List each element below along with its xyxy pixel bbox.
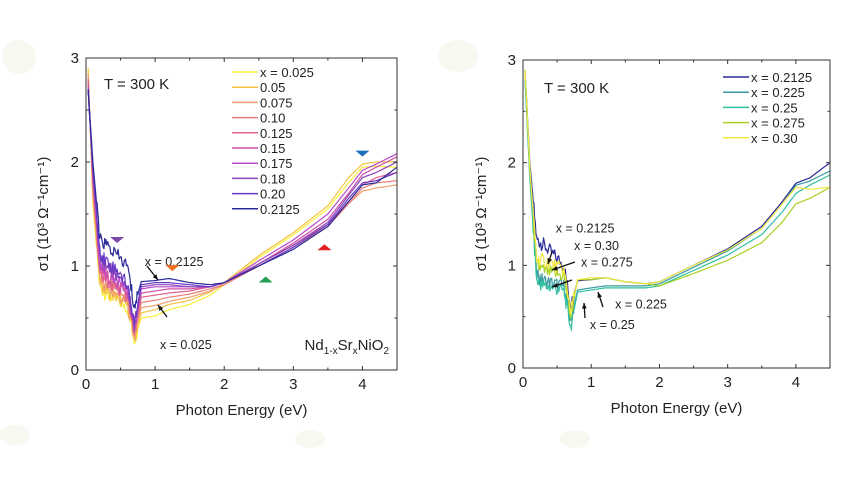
arrow-head — [582, 303, 587, 309]
curve-annotation: x = 0.2125 — [145, 255, 204, 269]
y-tick-label: 0 — [508, 360, 516, 377]
y-tick-label: 2 — [71, 154, 79, 171]
compound-label: Nd1-xSrxNiO2 — [305, 337, 390, 357]
curve-annotation: x = 0.25 — [590, 318, 635, 332]
arrow-head — [152, 274, 158, 280]
y-tick-label: 3 — [71, 50, 79, 67]
legend-label: 0.05 — [260, 80, 285, 95]
arrow-head — [597, 292, 602, 298]
legend-label: 0.20 — [260, 187, 285, 202]
curve-annotation: x = 0.025 — [160, 338, 212, 352]
feature-marker — [355, 150, 370, 157]
y-tick-label: 3 — [508, 52, 516, 69]
series-line — [87, 83, 398, 329]
curve-annotation: x = 0.30 — [574, 239, 619, 253]
feature-marker — [165, 265, 180, 272]
x-tick-label: 2 — [655, 374, 663, 391]
y-tick-label: 2 — [508, 155, 516, 172]
series-line — [524, 80, 831, 331]
y-tick-label: 0 — [71, 362, 79, 379]
series-line — [87, 89, 398, 323]
legend-label: 0.175 — [260, 156, 293, 171]
x-tick-label: 0 — [519, 374, 527, 391]
legend-label: x = 0.30 — [751, 131, 798, 146]
background-blob — [295, 430, 325, 448]
series-line — [87, 68, 397, 341]
background-blob — [560, 430, 590, 448]
x-tick-label: 1 — [587, 374, 595, 391]
legend-label: 0.15 — [260, 141, 285, 156]
y-tick-label: 1 — [71, 258, 79, 275]
series-line — [524, 70, 831, 315]
temperature-annotation: T = 300 K — [104, 76, 169, 93]
arrow-head — [547, 258, 552, 264]
legend-label: x = 0.2125 — [751, 70, 812, 85]
y-tick-label: 1 — [508, 257, 516, 274]
curve-annotation: x = 0.2125 — [556, 221, 615, 235]
x-axis-label: Photon Energy (eV) — [176, 402, 308, 419]
legend-label: 0.075 — [260, 95, 293, 110]
background-blob — [0, 425, 30, 445]
legend-label: x = 0.25 — [751, 100, 798, 115]
legend-label: 0.2125 — [260, 202, 300, 217]
arrow-head — [552, 282, 558, 288]
left-chart-panel: 0 1 2 3 4 0 1 2 3 Photon Energy (eV) σ1 (10³ Ω⁻¹cm… — [35, 50, 398, 419]
legend-label: 0.18 — [260, 171, 285, 186]
feature-marker — [110, 237, 125, 243]
feature-marker — [258, 276, 273, 283]
legend-label: x = 0.275 — [751, 116, 805, 131]
feature-marker — [317, 244, 332, 251]
right-chart-panel: 0 1 2 3 4 0 1 2 3 Photon Energy (eV) σ1 (10³ Ω⁻¹cm… — [473, 52, 831, 417]
y-axis-label: σ1 (10³ Ω⁻¹cm⁻¹) — [473, 157, 490, 272]
x-tick-label: 3 — [289, 376, 297, 393]
background-blob — [2, 40, 36, 74]
legend-label: x = 0.225 — [751, 85, 805, 100]
x-tick-label: 1 — [151, 376, 159, 393]
temperature-annotation: T = 300 K — [544, 80, 609, 97]
series-line — [87, 89, 398, 332]
series-line — [87, 89, 398, 325]
legend-label: 0.125 — [260, 126, 293, 141]
curve-annotation: x = 0.275 — [581, 255, 633, 269]
curve-annotation: x = 0.225 — [615, 297, 667, 311]
x-tick-label: 4 — [358, 376, 366, 393]
x-tick-label: 3 — [723, 374, 731, 391]
legend-label: 0.10 — [260, 111, 285, 126]
series-line — [87, 68, 398, 345]
background-blob — [438, 40, 478, 72]
series-line — [87, 73, 398, 342]
legend-label: x = 0.025 — [260, 65, 314, 80]
x-tick-label: 4 — [792, 374, 800, 391]
x-tick-label: 2 — [220, 376, 228, 393]
arrow-head — [158, 305, 164, 311]
y-axis-label: σ1 (10³ Ω⁻¹cm⁻¹) — [35, 157, 52, 272]
x-axis-label: Photon Energy (eV) — [611, 400, 743, 417]
arrow-head — [552, 265, 558, 271]
series-line — [87, 89, 398, 309]
x-tick-label: 0 — [82, 376, 90, 393]
